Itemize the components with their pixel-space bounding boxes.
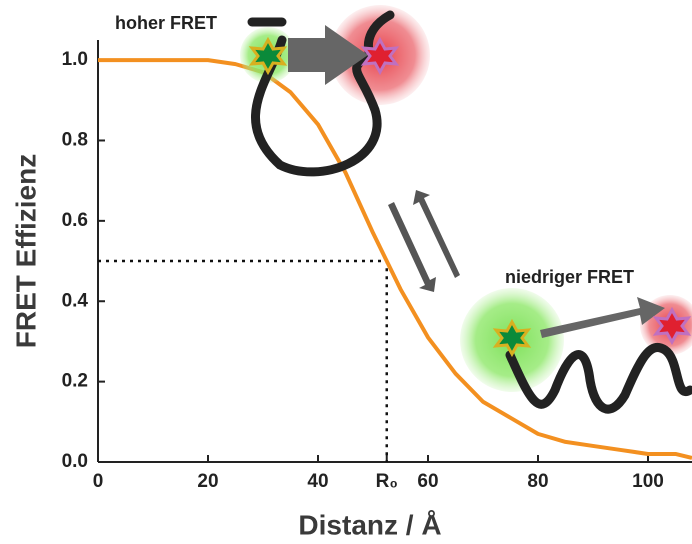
y-tick-label: 0.2 <box>62 371 88 392</box>
x-tick-label: 100 <box>632 471 664 492</box>
y-tick-label: 0.8 <box>62 129 88 150</box>
y-tick-label: 0.4 <box>62 290 89 311</box>
guide-line <box>98 259 388 462</box>
illustration <box>240 5 692 414</box>
y-tick-label: 0.6 <box>62 210 88 231</box>
y-axis-label: FRET Effizienz <box>10 154 41 348</box>
x-tick-label: 60 <box>417 471 438 492</box>
y-tick-label: 0.0 <box>62 451 88 472</box>
annotation: hoher FRET <box>115 13 217 33</box>
x-tick-label: 80 <box>527 471 548 492</box>
x-axis-label: Distanz / Å <box>298 509 441 540</box>
curve <box>98 58 692 460</box>
x-tick-label: R₀ <box>376 471 398 492</box>
x-tick-label: 40 <box>307 471 328 492</box>
x-tick-label: 20 <box>197 471 218 492</box>
y-tick-label: 1.0 <box>62 49 88 70</box>
x-tick-label: 0 <box>93 471 104 492</box>
annotation: niedriger FRET <box>505 267 634 287</box>
